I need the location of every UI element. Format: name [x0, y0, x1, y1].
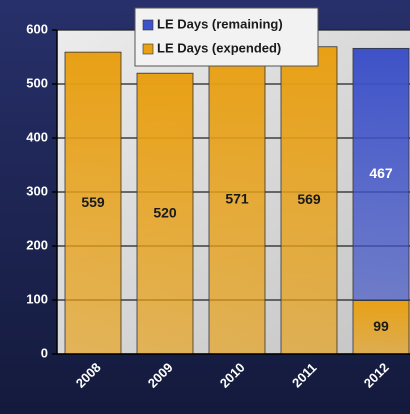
- data-label: 571: [225, 191, 249, 207]
- y-tick-label: 300: [26, 183, 48, 198]
- y-tick-label: 0: [41, 345, 48, 360]
- bar-segment: [208, 45, 266, 355]
- bar-segment: [352, 300, 410, 355]
- bar-segment: [136, 72, 194, 355]
- legend-label: LE Days (expended): [157, 40, 281, 55]
- bar-segment: [352, 47, 410, 301]
- legend-box: [134, 7, 319, 67]
- legend-label: LE Days (remaining): [157, 16, 283, 31]
- data-label: 467: [369, 165, 393, 181]
- legend-swatch: [142, 19, 154, 31]
- data-label: 520: [153, 204, 177, 220]
- y-tick-label: 200: [26, 237, 48, 252]
- y-tick-label: 400: [26, 129, 48, 144]
- bar-segment: [64, 51, 122, 355]
- legend-swatch: [142, 43, 154, 55]
- y-tick-label: 600: [26, 21, 48, 36]
- y-tick-label: 100: [26, 291, 48, 306]
- data-label: 99: [373, 318, 389, 334]
- data-label: 569: [297, 191, 321, 207]
- y-tick-label: 500: [26, 75, 48, 90]
- data-label: 559: [81, 194, 105, 210]
